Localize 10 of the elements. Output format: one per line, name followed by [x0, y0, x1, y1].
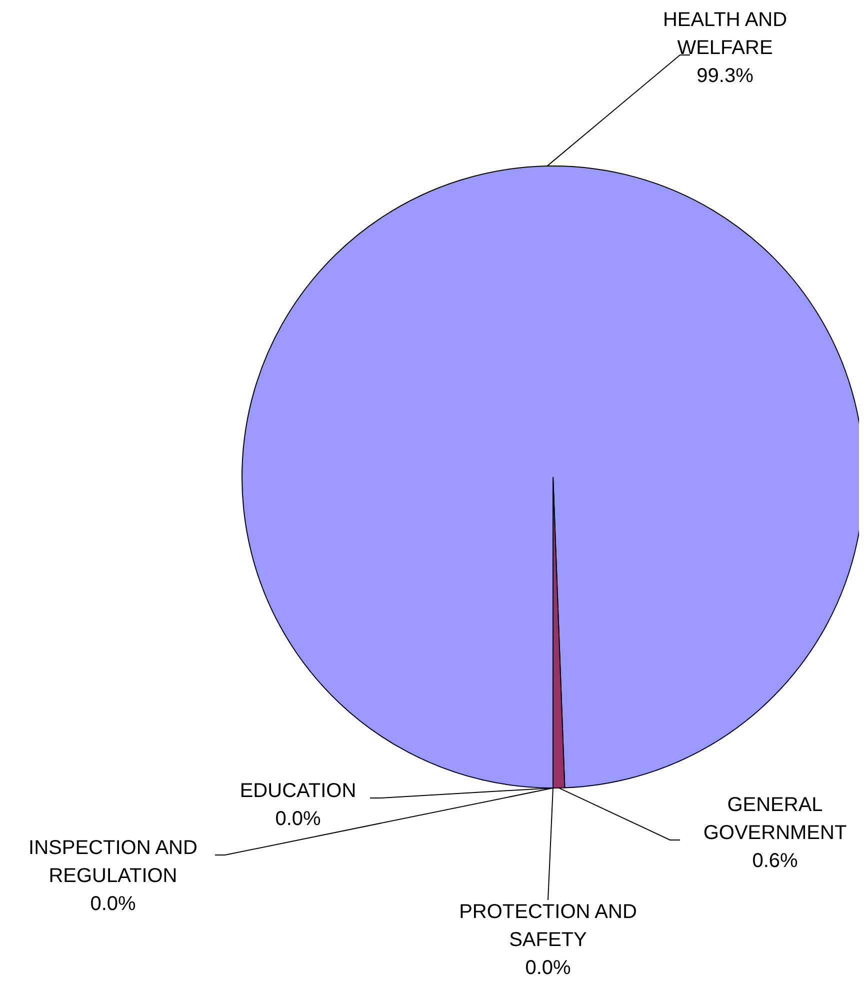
text: 0.0%: [90, 893, 136, 915]
category-label: PROTECTION AND SAFETY: [459, 901, 637, 951]
text: 0.0%: [275, 808, 321, 830]
slice-label: GENERAL GOVERNMENT: [703, 794, 847, 844]
data-label: 99.3%: [696, 65, 754, 87]
text: 0.0%: [525, 957, 571, 979]
slice-label: HEALTH AND WELFARE: [662, 9, 788, 59]
category-label: EDUCATION: [240, 780, 356, 802]
category-label: INSPECTION AND REGULATION: [28, 837, 198, 887]
data-label: 0.6%: [752, 850, 798, 872]
